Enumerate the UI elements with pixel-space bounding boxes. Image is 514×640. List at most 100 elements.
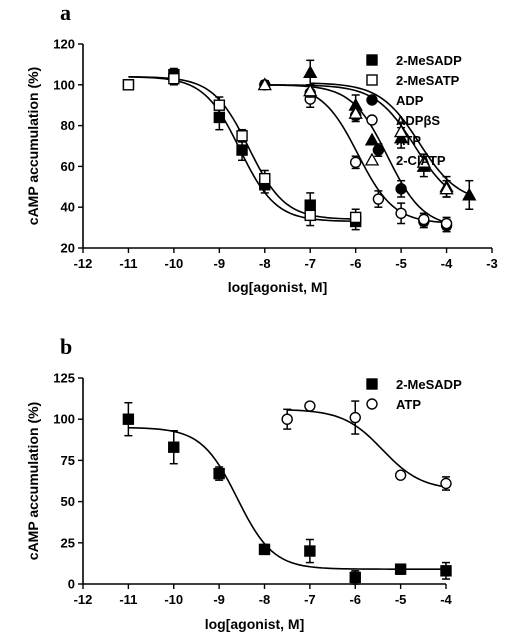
data-point: [394, 469, 407, 481]
series-2-MeSATP: [122, 71, 362, 227]
data-point: [349, 571, 361, 584]
y-tick-label: 120: [53, 37, 75, 52]
legend-label: 2-MeSADP: [396, 53, 462, 68]
x-tick-label: -11: [119, 592, 137, 607]
data-point: [349, 211, 362, 224]
data-point: [348, 105, 363, 119]
legend-item: 2-MeSATP: [366, 73, 460, 88]
x-tick-label: -8: [259, 256, 271, 271]
legend-item: 2-MeSADP: [366, 53, 462, 68]
data-point: [304, 545, 316, 557]
y-axis-title: cAMP accumulation (%): [25, 67, 41, 225]
legend-label: 2-ClATP: [396, 153, 446, 168]
x-tick-label: -6: [349, 592, 361, 607]
x-tick-label: -3: [486, 256, 498, 271]
data-point: [416, 154, 431, 168]
y-tick-label: 100: [53, 77, 75, 92]
panel-label: b: [60, 334, 72, 359]
data-point: [462, 187, 477, 201]
y-tick-label: 75: [61, 453, 75, 468]
data-point: [168, 72, 180, 85]
legend-marker: [366, 398, 378, 410]
data-point: [304, 400, 316, 412]
data-point: [122, 413, 135, 425]
panel-a: a 20 40 60 80 100 120 -12 -11 -10 -9 -8 -7 -6 -5 -4 -3 lo…: [25, 0, 498, 295]
x-tick-label: -5: [395, 256, 407, 271]
x-tick-label: -7: [304, 592, 316, 607]
y-tick-label: 60: [61, 159, 75, 174]
x-tick-label: -12: [74, 592, 93, 607]
data-point: [393, 124, 409, 138]
panel-label: a: [60, 0, 71, 25]
legend-item: ATP: [366, 397, 421, 412]
legend-label: ATP: [396, 397, 421, 412]
series-2-MeSADP: [122, 67, 362, 231]
data-point: [394, 563, 407, 575]
fit-curve: [264, 84, 448, 188]
x-tick-label: -10: [164, 256, 183, 271]
legend-item: 2-MeSADP: [366, 377, 462, 392]
data-point: [236, 130, 248, 142]
data-point: [257, 77, 272, 91]
legend-marker: [366, 114, 378, 126]
legend-label: ADP: [396, 93, 424, 108]
x-tick-label: -12: [74, 256, 93, 271]
y-tick-label: 40: [61, 200, 75, 215]
legend-item: ADP: [366, 93, 424, 108]
fit-curve: [128, 426, 446, 570]
legend-label: 2-MeSADP: [396, 377, 462, 392]
data-point: [440, 217, 453, 230]
series-2-MeSADP: [122, 401, 452, 585]
data-point: [236, 144, 248, 156]
x-tick-label: -4: [441, 256, 453, 271]
data-point: [213, 99, 226, 111]
data-point: [259, 172, 271, 185]
series-2-ClATP: [257, 77, 454, 198]
y-tick-label: 80: [61, 118, 75, 133]
x-axis-title: log[agonist, M]: [228, 279, 328, 295]
x-axis-title: log[agonist, M]: [205, 616, 305, 632]
data-point: [258, 543, 271, 556]
data-point: [372, 193, 385, 205]
legend-item: 2-ClATP: [364, 152, 446, 168]
x-tick-label: -8: [259, 592, 271, 607]
fit-curve: [287, 409, 447, 488]
y-tick-label: 25: [61, 535, 75, 550]
data-point: [303, 65, 318, 79]
data-point: [440, 477, 452, 490]
legend-label: ADPβS: [396, 113, 440, 128]
y-axis-title: cAMP accumulation (%): [25, 402, 41, 560]
legend-marker: [364, 132, 380, 146]
data-point: [418, 213, 430, 226]
y-tick-label: 20: [61, 241, 75, 256]
x-tick-label: -9: [214, 256, 226, 271]
x-tick-label: -10: [164, 592, 183, 607]
legend-marker: [366, 54, 378, 66]
y-tick-label: 50: [61, 494, 75, 509]
legend-label: 2-MeSATP: [396, 73, 460, 88]
x-tick-label: -5: [395, 592, 407, 607]
y-tick-label: 0: [68, 577, 75, 592]
y-tick-label: 125: [53, 371, 75, 386]
legend-marker: [364, 152, 380, 166]
data-point: [168, 441, 180, 453]
data-point: [303, 83, 318, 97]
y-tick-label: 100: [53, 412, 75, 427]
series-ATP: [281, 400, 452, 491]
data-point: [349, 411, 361, 424]
data-point: [122, 79, 135, 91]
data-point: [213, 467, 225, 480]
data-point: [440, 565, 452, 577]
data-point: [304, 209, 316, 222]
data-point: [372, 144, 385, 156]
x-tick-label: -9: [213, 592, 225, 607]
data-point: [349, 156, 362, 169]
x-tick-label: -6: [350, 256, 362, 271]
x-tick-label: -4: [440, 592, 452, 607]
legend-item: ATP: [364, 132, 421, 148]
panel-b: b 0 25 50 75 100 125 -12 -11 -10 -9 -8 -7 -6 -5 -4 log[a…: [25, 334, 462, 632]
legend-marker: [366, 378, 378, 390]
data-point: [281, 413, 293, 425]
fit-curve: [310, 82, 470, 195]
